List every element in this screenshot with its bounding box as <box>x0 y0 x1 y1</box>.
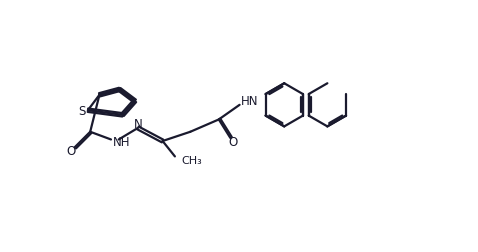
Text: O: O <box>66 144 76 157</box>
Text: N: N <box>134 117 143 130</box>
Text: S: S <box>78 104 86 117</box>
Text: HN: HN <box>241 94 259 107</box>
Text: O: O <box>228 136 237 149</box>
Text: NH: NH <box>112 136 130 149</box>
Text: CH₃: CH₃ <box>181 156 202 166</box>
